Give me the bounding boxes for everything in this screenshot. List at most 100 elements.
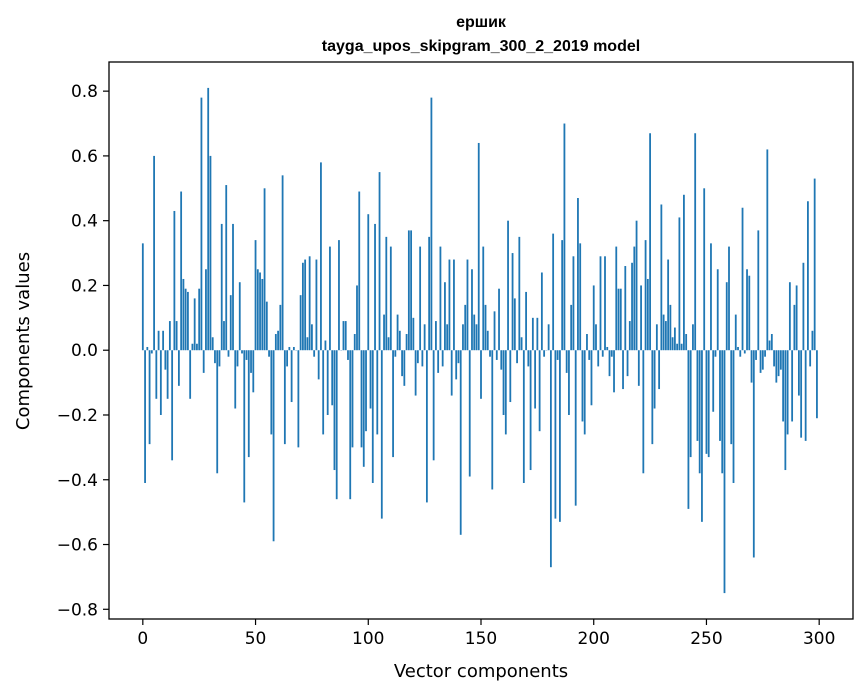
bar: [225, 185, 228, 351]
bar: [205, 269, 207, 351]
bar: [581, 350, 584, 422]
bar: [768, 340, 771, 351]
bar: [245, 350, 248, 360]
bar: [259, 272, 261, 351]
bar: [182, 278, 185, 351]
bar: [428, 236, 431, 351]
bar: [459, 350, 462, 535]
chart-title-line2: tayga_upos_skipgram_300_2_2019 model: [322, 38, 640, 55]
bar: [441, 350, 444, 367]
bar: [696, 350, 699, 441]
y-axis-label: Components values: [13, 252, 34, 430]
bar: [218, 350, 221, 367]
bar: [432, 350, 435, 461]
bar: [554, 350, 557, 519]
bar: [243, 350, 246, 503]
bar: [288, 346, 291, 351]
bar: [353, 334, 356, 351]
bar: [579, 243, 582, 351]
bar: [250, 350, 252, 373]
bar: [797, 350, 800, 396]
bar: [247, 350, 250, 458]
bar: [804, 350, 807, 441]
bar: [617, 288, 620, 351]
bar: [396, 314, 399, 351]
bar: [216, 350, 219, 474]
bar: [423, 324, 426, 351]
bar: [270, 350, 273, 435]
bar: [371, 350, 374, 483]
bar: [671, 337, 674, 351]
x-axis-label: Vector components: [394, 661, 568, 682]
bar: [180, 191, 183, 351]
bar: [191, 343, 194, 351]
bar: [223, 321, 225, 351]
bar: [367, 214, 370, 351]
bar: [635, 220, 638, 351]
bar: [157, 330, 160, 351]
bar: [773, 350, 775, 367]
bar: [703, 188, 706, 351]
bar: [175, 321, 178, 351]
bar: [236, 350, 239, 367]
bar: [450, 350, 453, 396]
bar: [495, 350, 498, 360]
bar: [369, 350, 372, 409]
bar: [734, 314, 737, 351]
bar: [599, 256, 602, 351]
bar: [649, 133, 651, 351]
x-axis-ticks: 0 50 100 150 200 250 300: [137, 619, 835, 649]
bar: [437, 350, 440, 373]
bar: [232, 223, 234, 351]
bar: [588, 350, 591, 360]
bar: [155, 350, 158, 399]
x-tick-label: 50: [245, 629, 267, 649]
bar: [549, 350, 552, 568]
bar: [710, 243, 712, 351]
bar: [229, 295, 232, 351]
bar: [538, 350, 541, 432]
bar: [209, 155, 212, 351]
bar: [410, 230, 413, 351]
chart-title-line1: ершик: [456, 14, 507, 31]
bar: [608, 350, 611, 377]
bar: [606, 346, 609, 351]
bar: [153, 155, 155, 351]
bar: [286, 350, 289, 367]
bar: [281, 175, 284, 351]
y-tick-label: −0.6: [57, 536, 98, 556]
bar: [577, 198, 579, 351]
bar: [324, 340, 327, 351]
bar: [498, 288, 500, 351]
bar: [414, 350, 417, 396]
bar: [534, 350, 537, 409]
bar: [644, 240, 647, 351]
x-tick-label: 150: [465, 629, 497, 649]
bar: [552, 233, 555, 351]
bar: [477, 142, 480, 351]
plot-area-frame: [108, 61, 854, 620]
bar: [613, 350, 615, 393]
bar: [171, 350, 174, 461]
y-tick-label: 0.4: [71, 212, 98, 232]
bar: [301, 262, 304, 351]
bar: [166, 350, 169, 399]
bar: [387, 337, 390, 351]
bar: [728, 246, 730, 351]
bar: [572, 256, 575, 351]
bar: [464, 304, 467, 351]
bar: [574, 350, 577, 506]
bar: [795, 285, 798, 351]
bar: [667, 259, 670, 351]
bar: [655, 324, 658, 351]
bar: [786, 350, 789, 435]
bar: [412, 317, 415, 351]
bar: [737, 346, 739, 351]
bar: [493, 311, 496, 351]
bar: [570, 304, 573, 351]
bar: [329, 246, 331, 351]
bar: [586, 334, 588, 351]
bar: [779, 350, 782, 370]
bar: [687, 350, 690, 509]
bar: [403, 350, 406, 386]
